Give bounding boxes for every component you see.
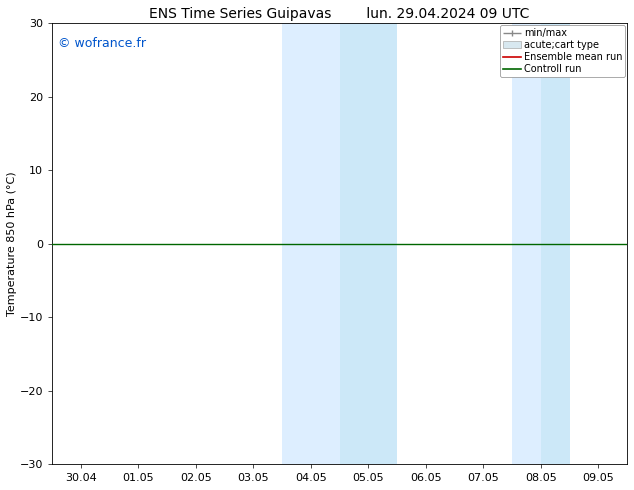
- Bar: [282, 24, 311, 464]
- Bar: [311, 24, 340, 464]
- Bar: [340, 24, 397, 464]
- Bar: [512, 24, 541, 464]
- Legend: min/max, acute;cart type, Ensemble mean run, Controll run: min/max, acute;cart type, Ensemble mean …: [500, 25, 625, 77]
- Text: © wofrance.fr: © wofrance.fr: [58, 37, 146, 49]
- Title: ENS Time Series Guipavas        lun. 29.04.2024 09 UTC: ENS Time Series Guipavas lun. 29.04.2024…: [150, 7, 530, 21]
- Bar: [541, 24, 569, 464]
- Y-axis label: Temperature 850 hPa (°C): Temperature 850 hPa (°C): [7, 172, 17, 316]
